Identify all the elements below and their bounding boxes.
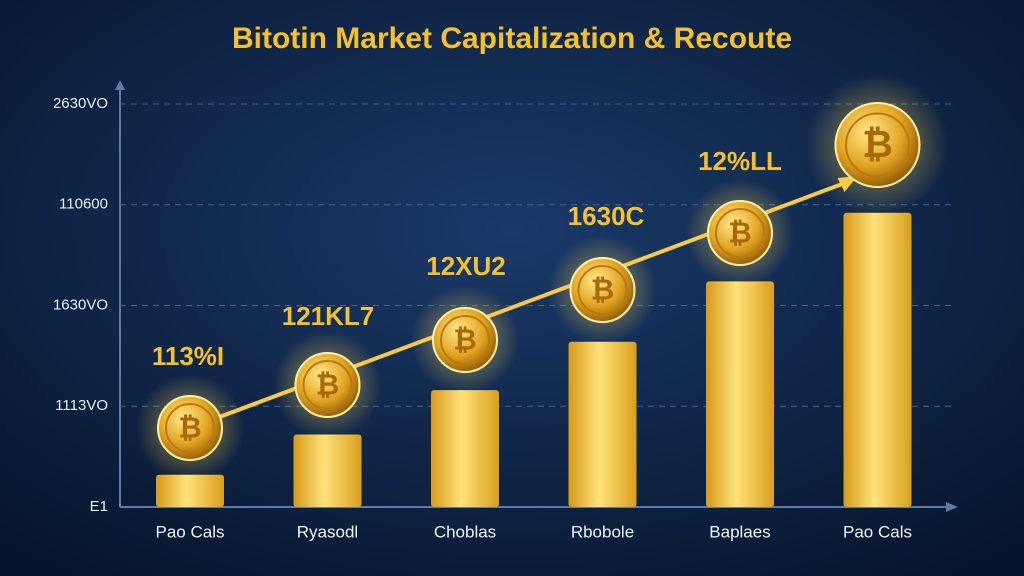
y-tick-label: E1 bbox=[90, 498, 108, 515]
coin-symbol: ₿ bbox=[316, 370, 339, 402]
x-tick-label: Pao Cals bbox=[843, 522, 912, 541]
y-tick-label: 1630VO bbox=[53, 296, 108, 313]
coin-symbol: ₿ bbox=[178, 413, 201, 445]
y-tick-label: 1113VO bbox=[55, 397, 108, 414]
bar bbox=[431, 390, 499, 507]
bar bbox=[843, 212, 912, 507]
coin bbox=[432, 307, 498, 373]
coin-rim bbox=[577, 265, 628, 315]
x-tick-label: Rbobole bbox=[571, 522, 634, 541]
x-tick-label: Pao Cals bbox=[156, 522, 225, 541]
coin-symbol: ₿ bbox=[862, 124, 893, 166]
coin-rim bbox=[302, 360, 353, 410]
coin bbox=[294, 352, 361, 418]
coin-symbol: ₿ bbox=[453, 325, 476, 357]
annotation: 12%LL bbox=[698, 146, 782, 176]
coin bbox=[157, 395, 223, 461]
bar bbox=[293, 434, 362, 507]
coin-symbol: ₿ bbox=[728, 218, 751, 250]
x-axis-arrow bbox=[946, 502, 958, 512]
annotation: 1630C bbox=[568, 201, 645, 231]
coin-symbol: ₿ bbox=[591, 275, 614, 307]
bar bbox=[156, 474, 224, 507]
coin bbox=[834, 102, 921, 188]
annotation: 113%I bbox=[152, 341, 224, 371]
x-tick-label: Baplaes bbox=[709, 522, 770, 541]
coin-rim bbox=[165, 403, 215, 453]
chart-title: Bitotin Market Capitalization & Recoute bbox=[232, 22, 792, 55]
coin bbox=[707, 200, 773, 266]
coin-rim bbox=[715, 208, 765, 258]
y-tick-label: 110600 bbox=[59, 196, 108, 213]
plot: E1 1113VO 1630VO 110600 2630VO Pao Cals ₿ Ryaso… bbox=[53, 73, 955, 541]
bar bbox=[568, 341, 637, 507]
x-tick-label: Choblas bbox=[434, 522, 496, 541]
coin-rim bbox=[845, 112, 910, 178]
y-tick-label: 2630VO bbox=[53, 95, 108, 112]
annotation: 121KL7 bbox=[282, 301, 375, 331]
coin-rim bbox=[440, 315, 490, 365]
bar bbox=[706, 281, 774, 507]
y-axis-arrow bbox=[115, 80, 125, 90]
x-tick-label: Ryasodl bbox=[297, 522, 358, 541]
coin bbox=[569, 257, 636, 323]
annotation: 12XU2 bbox=[426, 251, 506, 281]
